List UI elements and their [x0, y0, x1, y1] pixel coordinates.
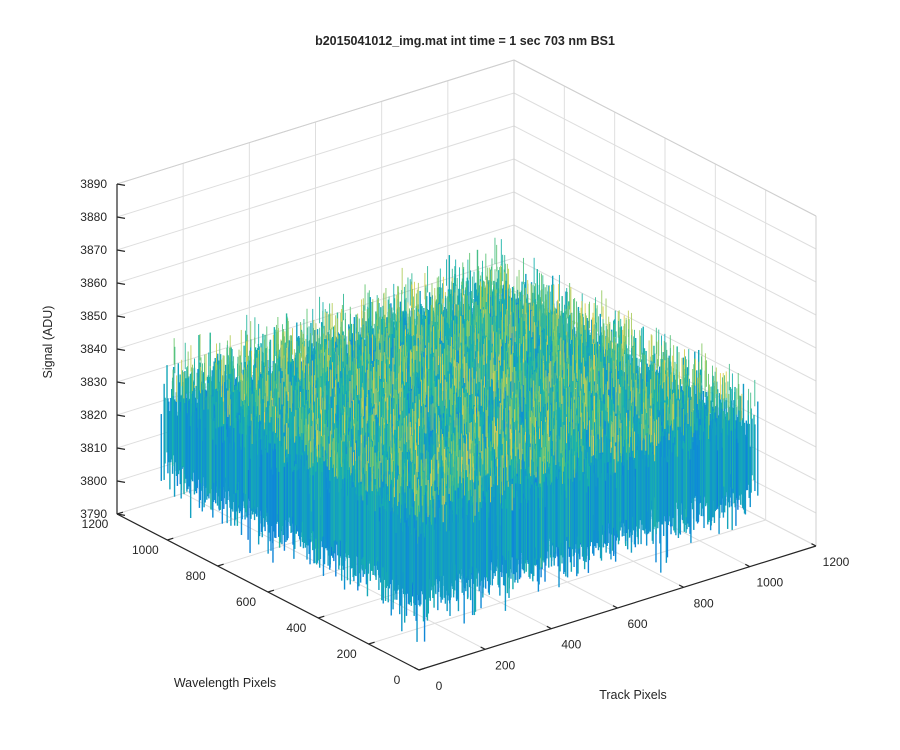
- grid-line: [513, 191, 817, 349]
- grid-line: [116, 158, 515, 284]
- grid-line: [116, 224, 515, 350]
- grid-line: [513, 224, 817, 382]
- box-edge: [116, 59, 515, 185]
- grid-line: [513, 125, 817, 283]
- grid-line: [116, 125, 515, 251]
- grid-line: [513, 158, 817, 316]
- grid-line: [116, 257, 515, 383]
- grid-line: [116, 92, 515, 218]
- grid-line: [116, 191, 515, 317]
- box-edge: [513, 59, 817, 217]
- grid-line: [513, 92, 817, 250]
- grid-line: [368, 519, 766, 645]
- surface-mesh: [160, 237, 759, 642]
